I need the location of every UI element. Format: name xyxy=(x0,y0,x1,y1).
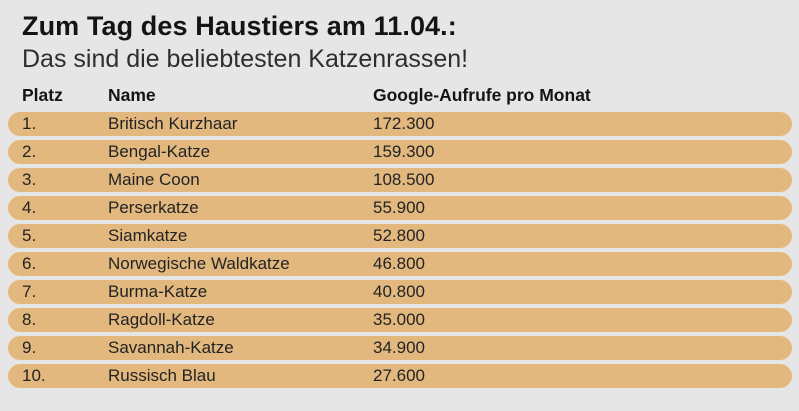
name-cell: Maine Coon xyxy=(108,170,200,189)
name-cell: Norwegische Waldkatze xyxy=(108,254,290,273)
value-cell: 27.600 xyxy=(373,366,425,385)
table-row: 1. Britisch Kurzhaar 172.300 xyxy=(8,112,792,136)
table-row: 2. Bengal-Katze 159.300 xyxy=(8,140,792,164)
table-row: 3. Maine Coon 108.500 xyxy=(8,168,792,192)
page-subtitle: Das sind die beliebtesten Katzenrassen! xyxy=(22,45,469,73)
value-cell: 35.000 xyxy=(373,310,425,329)
value-cell: 40.800 xyxy=(373,282,425,301)
rank-cell: 10. xyxy=(22,366,46,385)
name-cell: Savannah-Katze xyxy=(108,338,234,357)
name-cell: Bengal-Katze xyxy=(108,142,211,161)
column-header-value: Google-Aufrufe pro Monat xyxy=(373,85,591,105)
ranking-table: 1. Britisch Kurzhaar 172.300 2. Bengal-Katze… xyxy=(0,112,799,388)
rank-cell: 2. xyxy=(22,142,37,161)
table-row: 4. Perserkatze 55.900 xyxy=(8,196,792,220)
table-row: 5. Siamkatze 52.800 xyxy=(8,224,792,248)
table-header-row: Platz Name Google-Aufrufe pro Monat xyxy=(8,85,792,106)
value-cell: 55.900 xyxy=(373,198,425,217)
name-cell: Siamkatze xyxy=(108,226,188,245)
value-cell: 52.800 xyxy=(373,226,425,245)
rank-cell: 8. xyxy=(22,310,37,329)
name-cell: Burma-Katze xyxy=(108,282,208,301)
value-cell: 159.300 xyxy=(373,142,435,161)
page-title: Zum Tag des Haustiers am 11.04.: xyxy=(22,11,457,41)
table-row: 7. Burma-Katze 40.800 xyxy=(8,280,792,304)
rank-cell: 3. xyxy=(22,170,37,189)
column-header-rank: Platz xyxy=(22,85,63,105)
rank-cell: 5. xyxy=(22,226,37,245)
name-cell: Ragdoll-Katze xyxy=(108,310,215,329)
value-cell: 46.800 xyxy=(373,254,425,273)
rank-cell: 7. xyxy=(22,282,37,301)
rank-cell: 1. xyxy=(22,114,37,133)
name-cell: Perserkatze xyxy=(108,198,199,217)
table-row: 8. Ragdoll-Katze 35.000 xyxy=(8,308,792,332)
table-row: 9. Savannah-Katze 34.900 xyxy=(8,336,792,360)
column-header-name: Name xyxy=(108,85,156,105)
table-row: 10. Russisch Blau 27.600 xyxy=(8,364,792,388)
name-cell: Russisch Blau xyxy=(108,366,216,385)
table-row: 6. Norwegische Waldkatze 46.800 xyxy=(8,252,792,276)
name-cell: Britisch Kurzhaar xyxy=(108,114,238,133)
rank-cell: 6. xyxy=(22,254,37,273)
rank-cell: 4. xyxy=(22,198,37,217)
value-cell: 108.500 xyxy=(373,170,435,189)
value-cell: 34.900 xyxy=(373,338,425,357)
value-cell: 172.300 xyxy=(373,114,435,133)
rank-cell: 9. xyxy=(22,338,37,357)
header-block: Zum Tag des Haustiers am 11.04.: Das sin… xyxy=(0,0,799,76)
